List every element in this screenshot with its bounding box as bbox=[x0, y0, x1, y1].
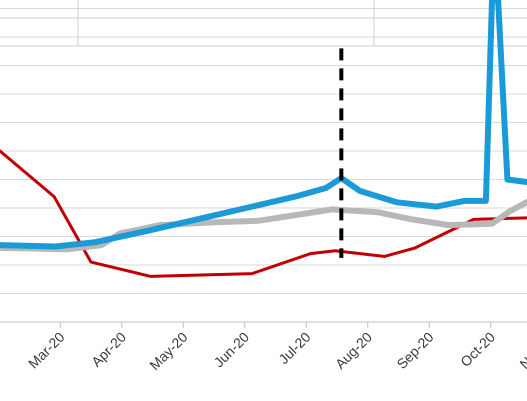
x-tick-label: Nov-20 bbox=[516, 329, 527, 372]
series-line-1 bbox=[0, 149, 527, 278]
reference-lines bbox=[339, 48, 344, 258]
x-tick-label: Jun-20 bbox=[211, 329, 253, 371]
series-line-3 bbox=[0, 198, 527, 253]
series-layer bbox=[0, 0, 527, 278]
chart-header-strip bbox=[0, 0, 527, 47]
x-tick-label: Oct-20 bbox=[457, 329, 498, 370]
x-tick-labels: Mar-20 Apr-20 May-20 Jun-20 Jul-20 Aug-20 Sep-… bbox=[25, 329, 527, 373]
gridlines bbox=[0, 8, 527, 294]
x-tick-label: May-20 bbox=[146, 329, 190, 373]
x-tick-label: Apr-20 bbox=[88, 329, 129, 370]
series-line-2 bbox=[0, 0, 527, 250]
x-tick-label: Aug-20 bbox=[332, 329, 375, 372]
x-axis bbox=[0, 321, 527, 328]
x-tick-label: Sep-20 bbox=[393, 329, 436, 372]
x-tick-label: Mar-20 bbox=[25, 329, 68, 372]
x-tick-label: Jul-20 bbox=[275, 329, 313, 367]
